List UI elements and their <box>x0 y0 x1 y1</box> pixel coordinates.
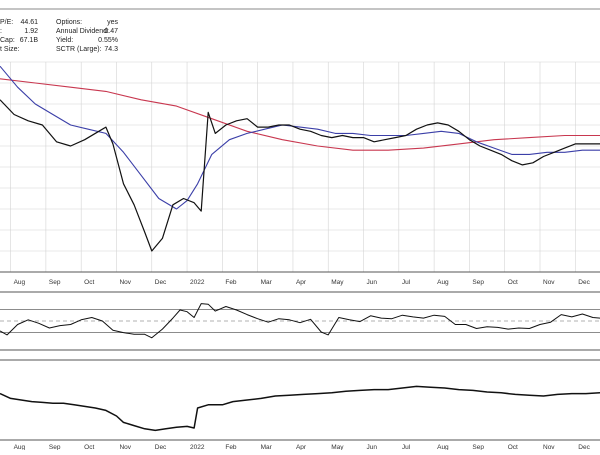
info-label: P/E: <box>0 19 13 26</box>
info-value: 0.47 <box>104 28 118 35</box>
x-tick-label: Nov <box>543 444 555 450</box>
x-tick-label: Mar <box>261 279 273 286</box>
moving-average-long-line <box>0 78 600 151</box>
info-value: 44.61 <box>20 19 38 26</box>
x-tick-label: Nov <box>119 444 131 450</box>
x-tick-label: Oct <box>508 279 518 286</box>
x-tick-label: 2022 <box>190 444 205 450</box>
info-value: 74.3 <box>104 46 118 53</box>
x-tick-label: Feb <box>225 279 237 286</box>
indicator-panel <box>0 291 600 351</box>
info-panel: P/E: 44.61: 1.92 Cap: 67.1Bt Size: Options: ye… <box>0 8 600 53</box>
x-tick-label: Sep <box>49 279 61 286</box>
x-tick-label: Aug <box>437 279 449 286</box>
x-tick-label: Jul <box>402 444 411 450</box>
x-tick-label: Sep <box>49 444 61 450</box>
x-tick-label: Apr <box>296 444 307 450</box>
x-tick-label: Dec <box>155 444 167 450</box>
x-tick-label: Jun <box>367 444 378 450</box>
x-tick-label: Apr <box>296 279 307 286</box>
price-panel: Aug Sep Oct Nov Dec 2022 Feb Mar Apr May Jun Jul Aug… <box>0 61 600 286</box>
info-label: Annual Dividend: <box>56 28 109 35</box>
x-tick-label: Mar <box>261 444 273 450</box>
x-tick-label: Oct <box>84 279 94 286</box>
price-line <box>0 99 600 252</box>
info-label: SCTR (Large): <box>56 46 102 53</box>
moving-average-short-line <box>0 65 600 210</box>
info-label: Options: <box>56 19 82 26</box>
x-tick-label: Aug <box>14 279 26 286</box>
x-tick-label: Sep <box>472 279 484 286</box>
x-tick-label: Oct <box>508 444 518 450</box>
info-label: t Size: <box>0 46 20 53</box>
x-tick-label: Oct <box>84 444 94 450</box>
info-value: 1.92 <box>24 28 38 35</box>
info-label: : <box>0 28 2 35</box>
info-value: yes <box>107 19 118 26</box>
lower-indicator-line <box>0 385 600 432</box>
x-tick-label: Aug <box>437 444 449 450</box>
x-tick-label: Sep <box>472 444 484 450</box>
x-tick-label: Aug <box>14 444 26 450</box>
x-tick-label: May <box>331 444 344 450</box>
info-value: 0.55% <box>98 37 118 44</box>
x-tick-label: Jul <box>402 279 411 286</box>
info-label: Cap: <box>0 37 15 44</box>
x-tick-label: Dec <box>578 279 590 286</box>
indicator-line <box>0 303 600 339</box>
info-label: Yield: <box>56 37 73 44</box>
x-tick-label: Jun <box>367 279 378 286</box>
lower-indicator-panel: Aug Sep Oct Nov Dec 2022 Feb Mar Apr May Jun Jul Aug… <box>0 359 600 451</box>
x-tick-label: Nov <box>119 279 131 286</box>
x-tick-label: Dec <box>578 444 590 450</box>
x-tick-label: Nov <box>543 279 555 286</box>
info-value: 67.1B <box>20 37 39 44</box>
x-tick-label: Dec <box>155 279 167 286</box>
x-tick-label: May <box>331 279 344 286</box>
x-tick-label: 2022 <box>190 279 205 286</box>
x-tick-label: Feb <box>225 444 237 450</box>
